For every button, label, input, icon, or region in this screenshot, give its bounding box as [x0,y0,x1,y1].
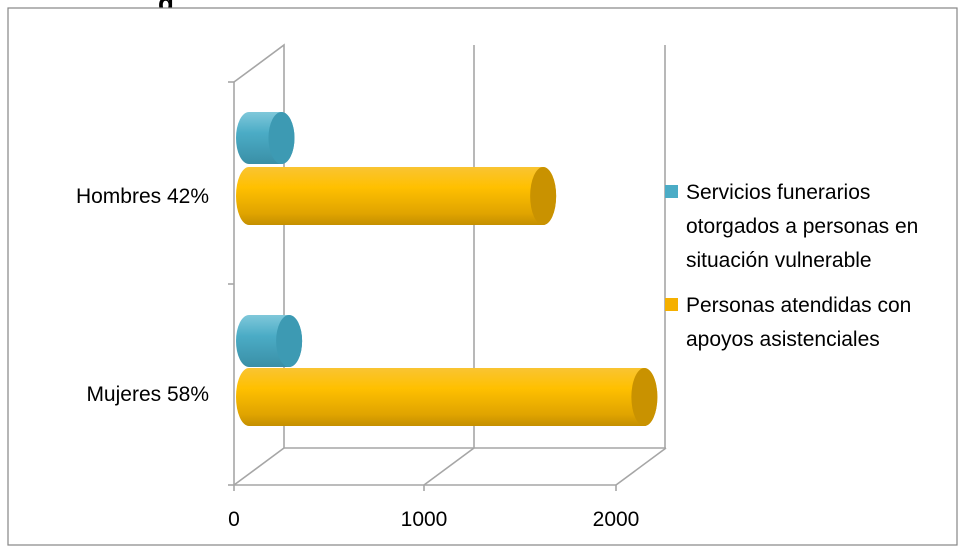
bars-layer [236,112,658,426]
category-labels: Hombres 42% Mujeres 58% [76,185,209,406]
legend-label: situación vulnerable [686,249,872,272]
legend-label: otorgados a personas en [686,215,918,238]
legend-label: Servicios funerarios [686,181,870,204]
floor-grid-2000 [615,447,667,486]
legend-label: Personas atendidas con [686,294,911,317]
bar-servicios-0 [236,112,295,164]
back-wall-left [233,43,285,448]
chart-border [7,7,958,546]
bar-personas-0 [236,167,557,225]
x-tick-labels: 0 1000 2000 [228,508,639,531]
category-label: Hombres 42% [76,185,209,208]
axes-frame [228,43,667,491]
x-tick-label: 1000 [401,508,448,531]
floor-left-edge [233,447,285,486]
floor-grid-1000 [423,447,475,486]
legend-swatch [665,298,678,311]
legend-swatch [665,185,678,198]
x-tick-label: 0 [228,508,240,531]
bar-personas-1 [236,368,658,426]
legend: Servicios funerarios otorgados a personas… [665,181,918,351]
bar-servicios-1 [236,315,303,367]
category-label: Mujeres 58% [86,383,209,406]
x-tick-label: 2000 [593,508,640,531]
legend-label: apoyos asistenciales [686,328,880,351]
